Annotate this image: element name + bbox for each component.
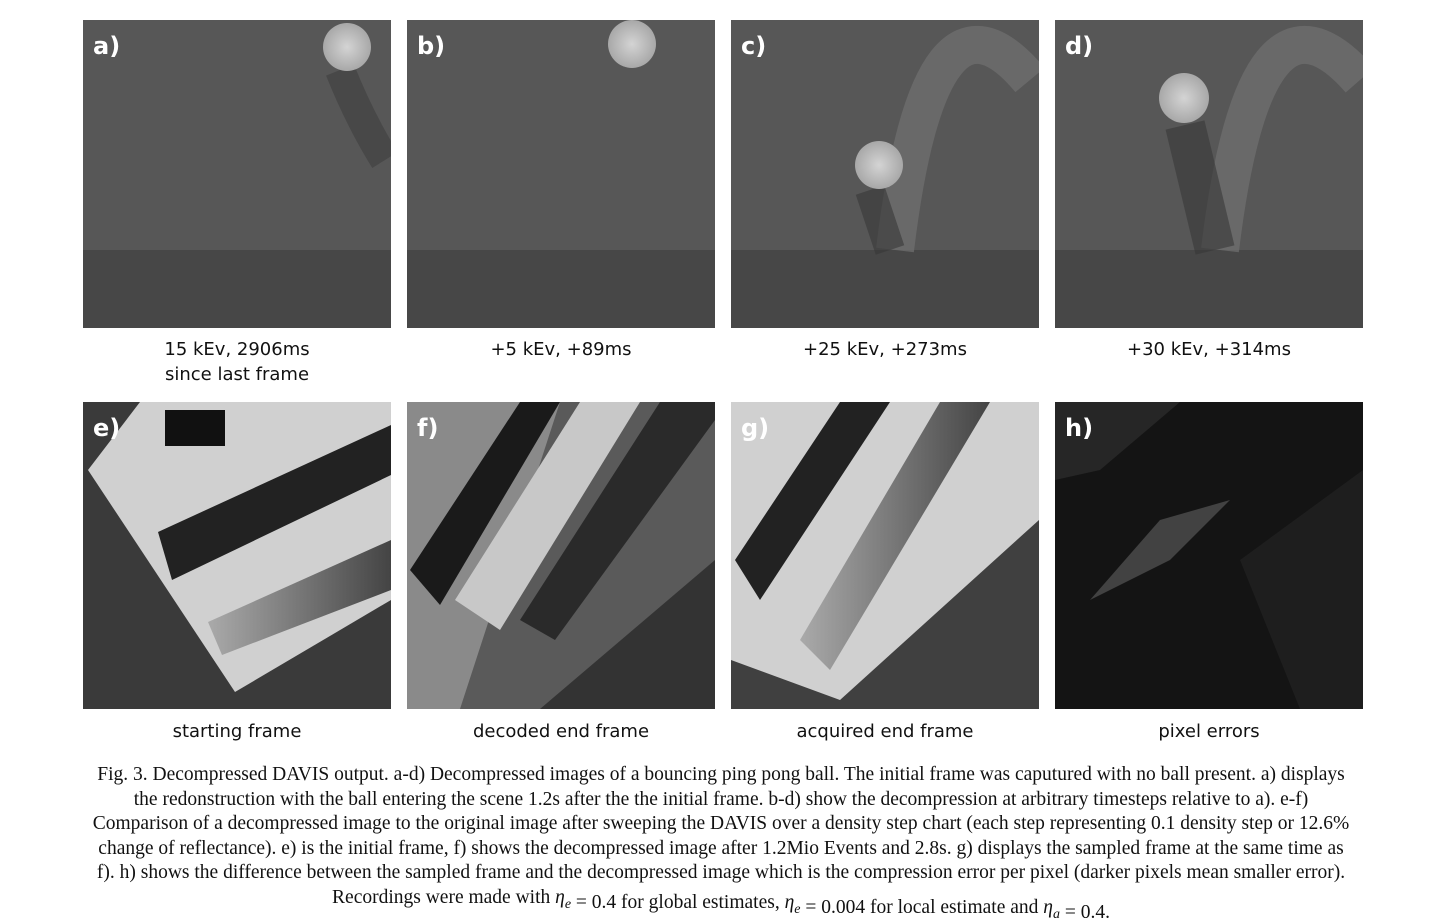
panel-caption: 15 kEv, 2906ms (164, 339, 309, 360)
panel-image (731, 402, 1039, 709)
caption-line: the redonstruction with the ball enterin… (134, 789, 1308, 810)
math-symbol: η (555, 887, 565, 908)
panel-caption: acquired end frame (797, 721, 974, 742)
caption-line: f). h) shows the difference between the … (97, 862, 1345, 883)
math-symbol: η (785, 892, 795, 913)
panel-caption: +30 kEv, +314ms (1127, 339, 1291, 360)
caption-text: Recordings were made with (332, 887, 555, 908)
panel-label: e) (93, 414, 120, 442)
panel-label: b) (417, 32, 445, 60)
panel-caption: decoded end frame (473, 721, 649, 742)
caption-text: = 0.004 for local estimate and (801, 897, 1044, 918)
math-subscript: e (565, 897, 571, 912)
caption-line: Fig. 3. Decompressed DAVIS output. a-d) … (97, 764, 1345, 785)
math-subscript: e (794, 902, 800, 917)
caption-line: change of reflectance). e) is the initia… (98, 838, 1343, 859)
panel-label: d) (1065, 32, 1093, 60)
panel-image (83, 20, 391, 328)
panel-caption: +5 kEv, +89ms (490, 339, 631, 360)
panel-image (83, 402, 391, 709)
math-symbol: η (1043, 897, 1053, 918)
panel-image (407, 20, 715, 328)
panel-caption: +25 kEv, +273ms (803, 339, 967, 360)
panel-caption: since last frame (165, 364, 309, 385)
panel-label: g) (741, 414, 769, 442)
panel-caption: starting frame (173, 721, 302, 742)
panel-caption: pixel errors (1158, 721, 1259, 742)
caption-text: = 0.4. (1060, 902, 1110, 923)
panel-label: f) (417, 414, 438, 442)
panel-image (1055, 20, 1363, 328)
panel-image (1055, 402, 1363, 709)
caption-line: Recordings were made with ηe = 0.4 for g… (332, 887, 1110, 923)
caption-line: Comparison of a decompressed image to th… (93, 813, 1350, 834)
math-subscript: a (1053, 907, 1060, 922)
panel-label: h) (1065, 414, 1093, 442)
panel-image (731, 20, 1039, 328)
panel-label: a) (93, 32, 120, 60)
panel-image (407, 402, 715, 709)
panel-label: c) (741, 32, 766, 60)
caption-text: = 0.4 for global estimates, (571, 892, 785, 913)
